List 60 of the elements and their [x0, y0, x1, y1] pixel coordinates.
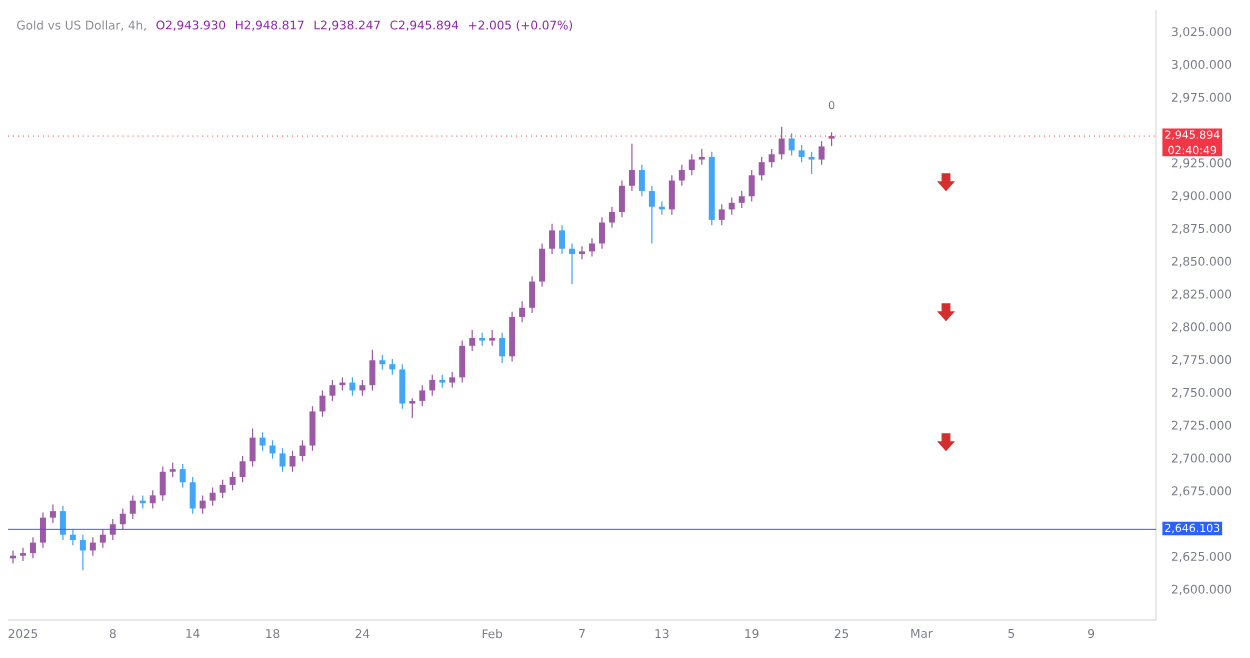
candlestick	[549, 223, 556, 255]
candlestick	[758, 156, 765, 182]
candlestick	[119, 507, 126, 531]
candlestick	[419, 384, 426, 407]
candlestick	[319, 389, 326, 418]
candlestick	[239, 455, 246, 483]
candlestick	[19, 547, 26, 562]
candlestick	[279, 447, 286, 473]
candlestick	[469, 329, 476, 352]
candlestick	[668, 174, 675, 216]
candlestick	[299, 439, 306, 462]
candlestick	[409, 397, 416, 419]
candlestick	[179, 463, 186, 489]
candlestick	[39, 511, 46, 549]
candlestick	[808, 151, 815, 175]
candlestick	[219, 479, 226, 499]
candlestick	[459, 339, 466, 384]
candlestick	[499, 332, 506, 364]
candlestick	[49, 503, 56, 524]
candlestick	[159, 465, 166, 502]
candlestick	[519, 300, 526, 323]
candlestick	[638, 164, 645, 197]
candlestick	[129, 494, 136, 520]
candlestick	[618, 179, 625, 218]
candlestick	[768, 148, 775, 169]
candlestick	[598, 216, 605, 250]
candlestick	[309, 405, 316, 452]
candlestick	[259, 431, 266, 452]
candlestick	[79, 534, 86, 571]
candlestick	[688, 153, 695, 176]
candlestick	[718, 203, 725, 226]
candlestick	[628, 143, 635, 192]
candlestick	[579, 245, 585, 260]
candlestick	[249, 427, 256, 468]
candlestick	[529, 275, 536, 314]
candlestick	[59, 505, 66, 541]
candlestick	[429, 374, 436, 397]
candlestick	[818, 140, 825, 166]
candlestick	[399, 363, 406, 410]
candlestick	[608, 206, 615, 229]
candlestick	[209, 486, 216, 507]
candlestick	[69, 528, 76, 546]
candlestick	[788, 132, 795, 157]
candlestick	[778, 126, 785, 161]
candlestick	[648, 185, 655, 245]
candlestick	[289, 450, 296, 473]
candlestick	[149, 489, 156, 510]
candlestick	[229, 471, 236, 491]
candlestick	[109, 518, 116, 541]
candlestick	[329, 379, 336, 402]
candlestick	[569, 242, 576, 285]
candlestick	[29, 536, 36, 559]
candlestick	[539, 242, 546, 288]
candlestick	[369, 349, 376, 392]
candlestick	[678, 164, 685, 187]
candlestick	[509, 311, 516, 363]
candlestick	[559, 224, 566, 255]
candlestick	[748, 169, 755, 203]
candlestick	[189, 476, 196, 515]
candlestick	[99, 528, 106, 549]
